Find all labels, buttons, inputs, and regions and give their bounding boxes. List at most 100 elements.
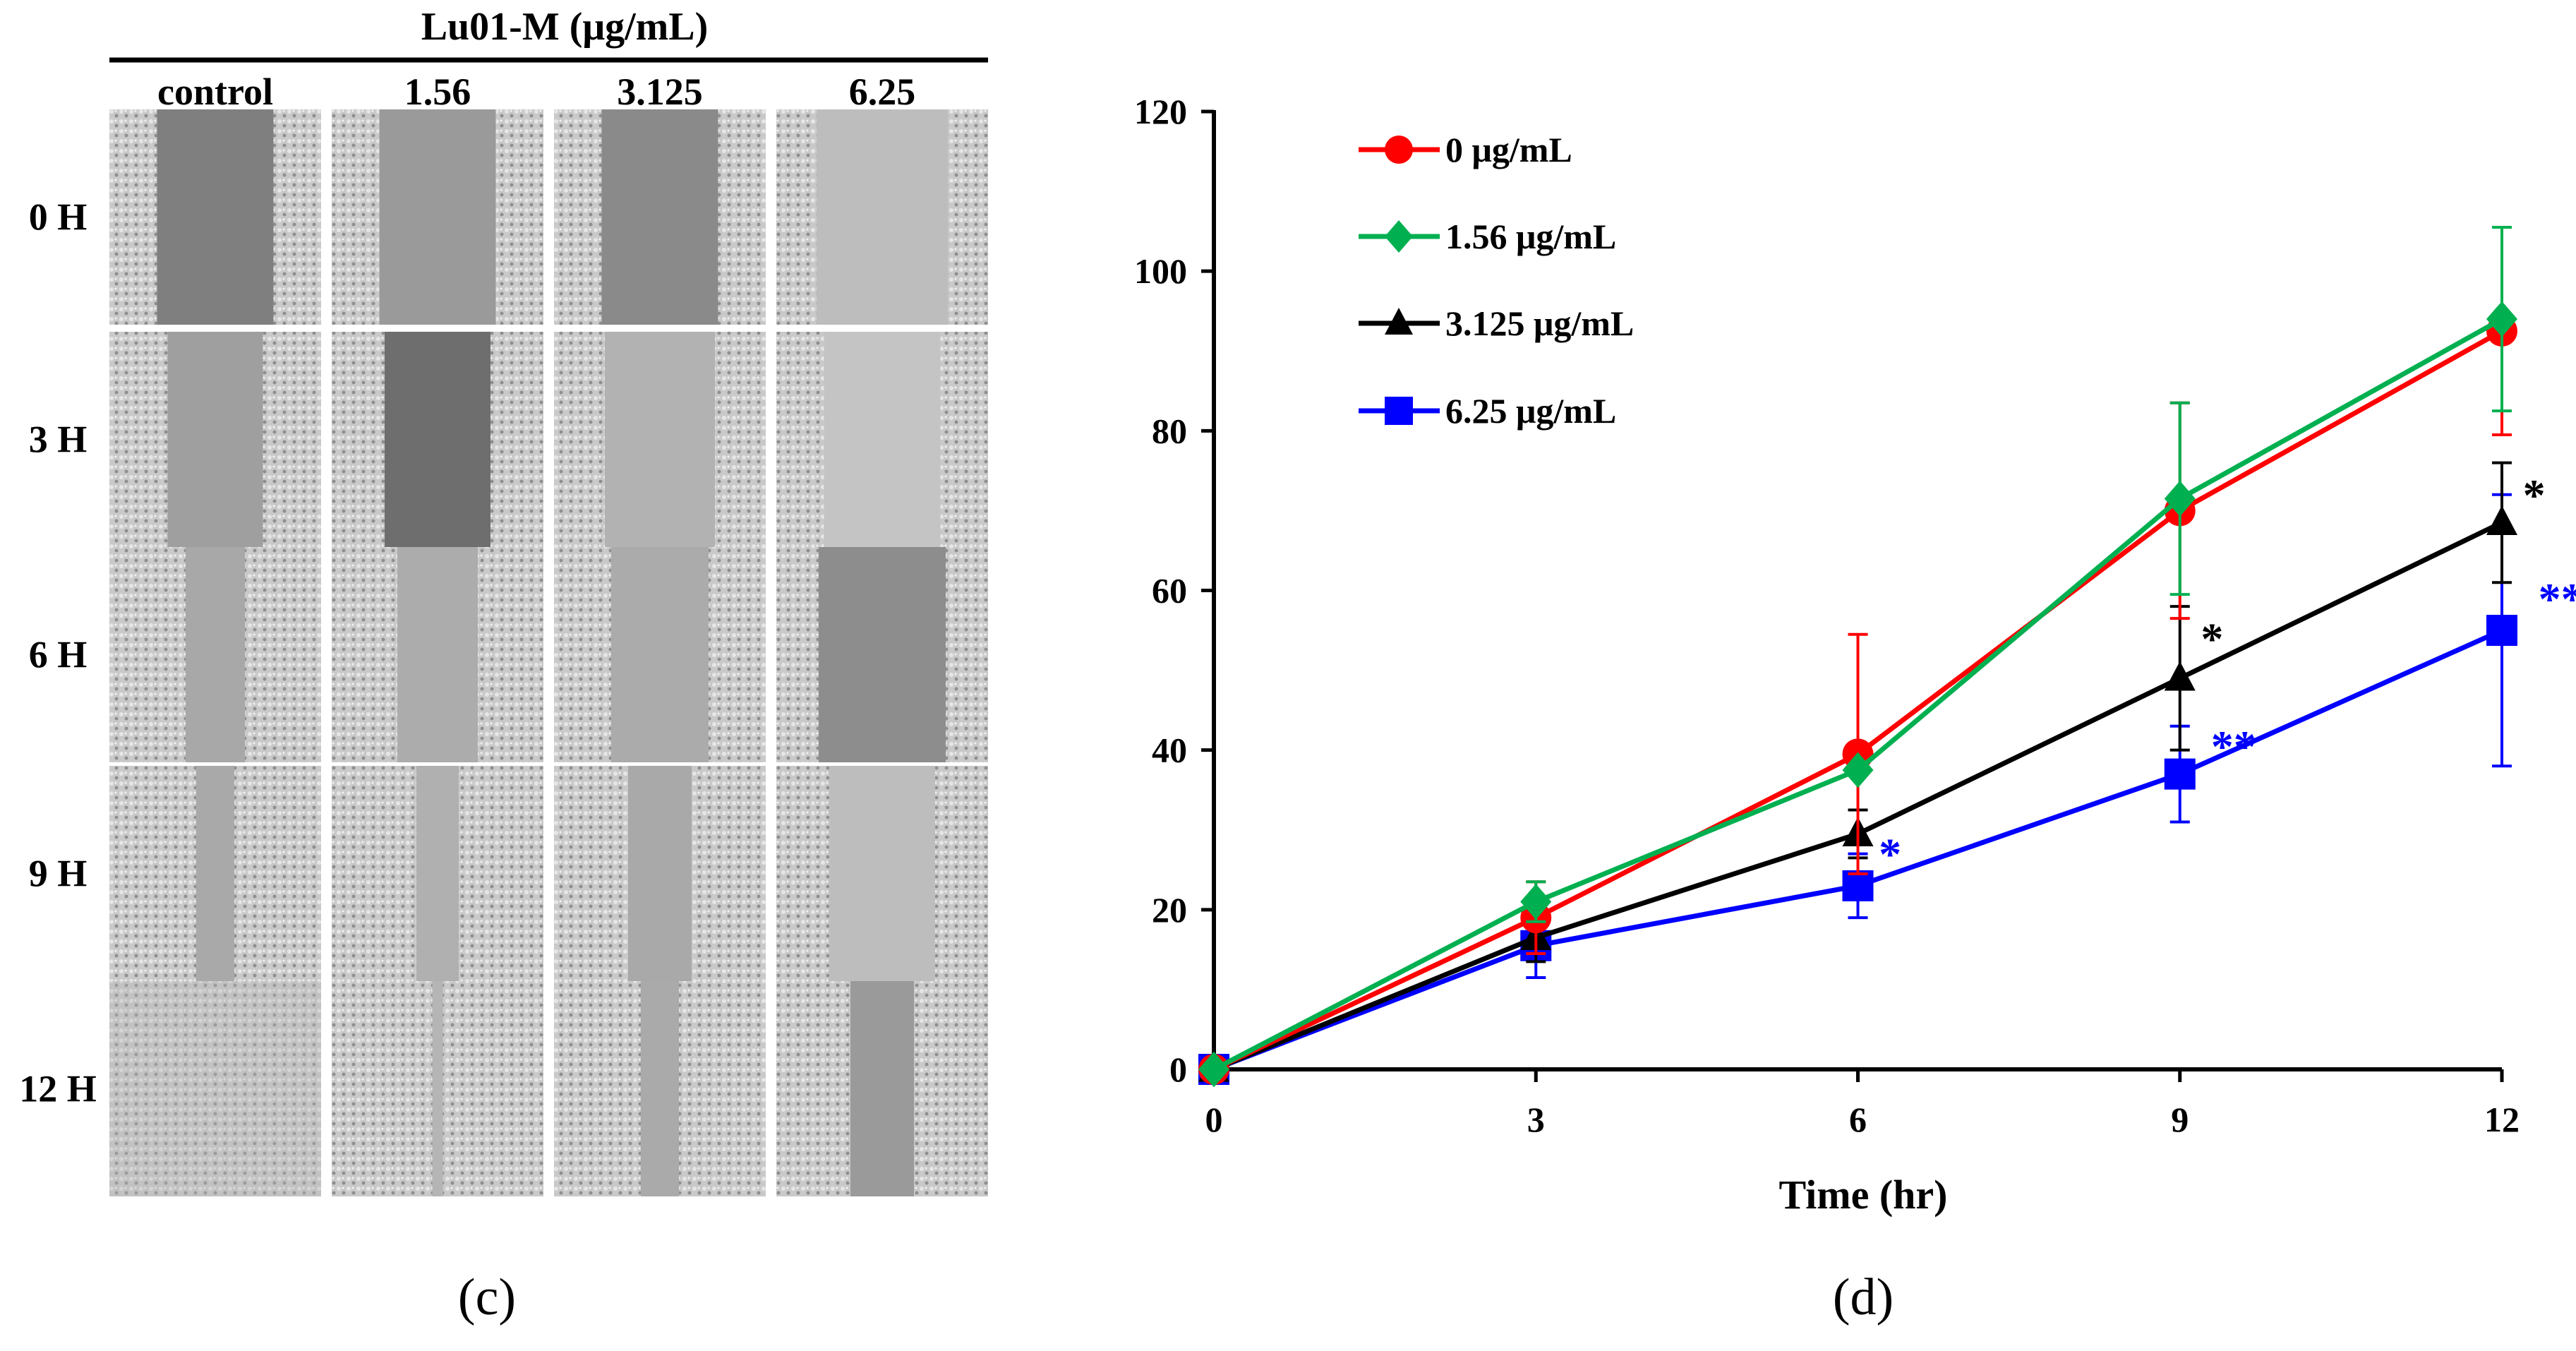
micrograph-tile — [109, 981, 321, 1196]
row-label-2: 6 H — [29, 634, 88, 676]
significance-mark: ** — [2539, 574, 2576, 624]
row-label-3: 9 H — [29, 853, 88, 895]
micrograph-tile — [776, 332, 988, 547]
legend-entry: 1.56 μg/mL — [1359, 217, 1616, 256]
data-point — [2486, 301, 2517, 337]
row-label-4: 12 H — [19, 1068, 97, 1110]
column-label-2: 3.125 — [617, 71, 703, 113]
legend-entry: 0 μg/mL — [1359, 130, 1572, 169]
wound-gap — [397, 547, 478, 762]
y-tick-label: 20 — [1152, 890, 1187, 930]
x-tick-label: 0 — [1205, 1100, 1223, 1139]
x-tick-label: 3 — [1527, 1100, 1545, 1139]
y-tick-label: 80 — [1152, 411, 1187, 450]
data-point — [1842, 752, 1874, 788]
legend-label: 0 μg/mL — [1445, 130, 1572, 169]
data-point — [1520, 884, 1552, 920]
wound-gap — [167, 332, 263, 547]
row-labels: 0 H 3 H 6 H 9 H 12 H — [19, 196, 97, 1110]
micrograph-tile — [776, 109, 988, 325]
wound-gap — [817, 109, 948, 325]
significance-mark: * — [2523, 470, 2546, 520]
y-tick-label: 40 — [1152, 731, 1187, 770]
micrograph-tile — [109, 766, 321, 981]
x-tick-label: 12 — [2484, 1100, 2520, 1139]
wound-gap — [605, 332, 715, 547]
y-tick-label: 120 — [1134, 92, 1187, 131]
legend-entry: 3.125 μg/mL — [1359, 304, 1634, 343]
wound-gap — [819, 547, 946, 762]
wound-gap — [850, 981, 914, 1196]
panel-c-title: Lu01-M (μg/mL) — [421, 5, 709, 49]
micrograph-tile — [332, 332, 543, 547]
micrograph-tile — [776, 981, 988, 1196]
micrograph-tile — [109, 547, 321, 762]
wound-gap — [196, 766, 234, 981]
wound-gap — [157, 109, 274, 325]
column-label-3: 6.25 — [849, 71, 916, 113]
wound-gap — [829, 766, 935, 981]
micrograph-tile — [554, 332, 766, 547]
micrograph-tile — [554, 981, 766, 1196]
legend-label: 3.125 μg/mL — [1445, 304, 1634, 343]
wound-gap — [824, 332, 941, 547]
data-point — [1842, 870, 1874, 901]
row-label-0: 0 H — [29, 196, 88, 239]
chart-axes: 0 20 40 60 80 100 120 0 3 6 9 12 — [1134, 92, 2520, 1139]
data-point — [2164, 661, 2196, 691]
panel-c-micrograph-grid: Lu01-M (μg/mL) control 1.56 3.125 6.25 0 H 3… — [19, 5, 988, 1326]
column-labels: control 1.56 3.125 6.25 — [157, 71, 915, 113]
cell-monolayer — [109, 981, 321, 1196]
wound-gap — [641, 981, 679, 1196]
series-1 — [1198, 225, 2517, 1088]
x-tick-label: 6 — [1849, 1100, 1867, 1139]
data-point — [2486, 615, 2517, 647]
x-axis-label: Time (hr) — [1779, 1172, 1948, 1218]
wound-gap — [611, 547, 709, 762]
legend-label: 1.56 μg/mL — [1445, 217, 1616, 256]
micrograph-tile — [109, 109, 321, 325]
micrograph-tile — [109, 332, 321, 547]
significance-annotations: ******* — [1879, 470, 2576, 879]
micrograph-tile — [776, 766, 988, 981]
legend-entry: 6.25 μg/mL — [1359, 391, 1616, 431]
data-point — [2486, 505, 2517, 535]
wound-gap — [186, 547, 245, 762]
wound-gap — [601, 109, 718, 325]
legend-swatch-marker — [1385, 136, 1413, 164]
y-tick-label: 100 — [1134, 251, 1187, 291]
legend-swatch-marker — [1385, 220, 1413, 253]
micrograph-tile — [332, 109, 543, 325]
legend-swatch-marker — [1385, 397, 1413, 425]
micrograph-tile — [554, 766, 766, 981]
legend-label: 6.25 μg/mL — [1445, 391, 1616, 431]
wound-gap — [628, 766, 692, 981]
significance-mark: ** — [2211, 721, 2256, 771]
significance-mark: * — [2201, 613, 2223, 664]
y-tick-label: 60 — [1152, 571, 1187, 611]
chart-legend: 0 μg/mL 1.56 μg/mL 3.125 μg/mL 6.25 μg/mL — [1359, 130, 1634, 431]
row-label-1: 3 H — [29, 419, 88, 461]
y-tick-label: 0 — [1169, 1050, 1187, 1089]
panel-c-letter: (c) — [458, 1268, 516, 1326]
data-point — [2164, 481, 2196, 517]
wound-gap — [109, 981, 321, 1196]
significance-mark: * — [1879, 829, 1901, 879]
micrograph-tile — [776, 547, 988, 762]
micrograph-tile — [554, 109, 766, 325]
chart-series — [1198, 225, 2517, 1088]
wound-gap — [379, 109, 496, 325]
series-0 — [1198, 225, 2517, 1085]
micrograph-tile — [554, 547, 766, 762]
micrograph-tile — [332, 981, 543, 1196]
x-tick-label: 9 — [2171, 1100, 2189, 1139]
micrograph-tile — [332, 766, 543, 981]
column-label-0: control — [157, 71, 273, 113]
wound-gap — [385, 332, 490, 547]
column-label-1: 1.56 — [404, 71, 471, 113]
data-point — [1198, 1051, 1229, 1088]
wound-gap — [432, 981, 443, 1196]
wound-gap — [416, 766, 459, 981]
